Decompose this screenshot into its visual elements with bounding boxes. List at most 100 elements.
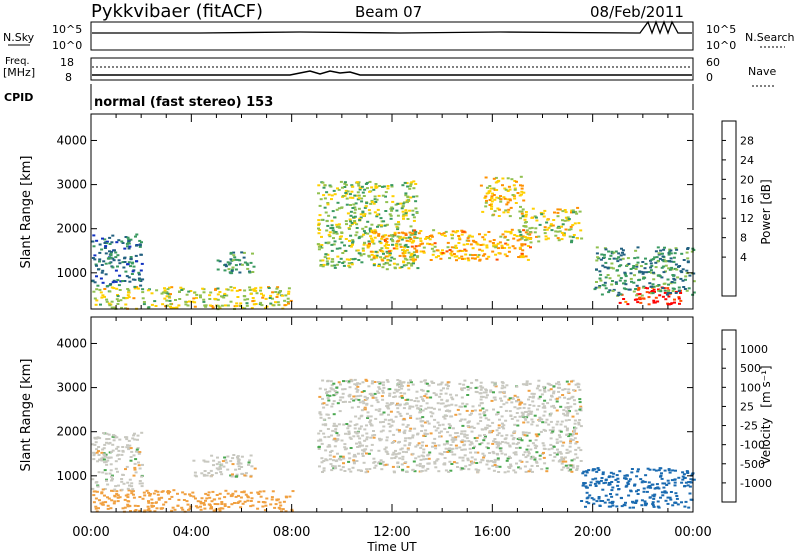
scatter-cell-1-165 [408,231,412,234]
scatter-cell-5-264 [603,284,607,287]
scatter-cell-0-297 [459,432,463,435]
scatter-cell-8-89 [105,240,109,243]
scatter-cell-0-162 [377,194,381,197]
scatter-cell-0-539 [522,453,525,456]
scatter-cell-2-88 [507,208,511,211]
scatter-cell-0-51 [515,412,519,414]
scatter-cell-2-63 [490,200,494,203]
ytick-label-3: 4000 [56,336,87,350]
scatter-cell-3-76 [130,482,134,485]
scatter-cell-5-126 [612,251,616,254]
scatter-cell-0-808 [557,390,561,393]
scatter-cell-0-1060 [517,398,521,401]
scatter-cell-3-64 [529,238,532,240]
scatter-cell-2-68 [509,206,513,209]
scatter-cell-6-174 [126,294,130,297]
scatter-cell-0-741 [567,435,571,438]
scatter-cell-0-492 [561,458,565,461]
scatter-cell-0-199 [414,445,418,448]
scatter-cell-6-225 [142,301,146,303]
scatter-cell-0-863 [494,441,498,444]
scatter-cell-1-9 [392,247,396,250]
scatter-cell-0-1077 [578,401,582,404]
scatter-cell-1-113 [633,484,636,487]
scatter-cell-0-1325 [422,448,426,451]
scatter-cell-0-751 [343,446,347,449]
scatter-cell-0-531 [567,419,571,421]
scatter-cell-3-52 [116,445,120,448]
scatter-cell-0-630 [536,408,539,411]
scatter-cell-1-193 [681,478,685,481]
scatter-cell-0-972 [532,392,536,395]
scatter-cell-0-959 [454,413,458,416]
scatter-cell-1-121 [640,499,644,502]
scatter-cell-3-85 [564,211,568,214]
scatter-cell-2-85 [115,493,119,495]
scatter-cell-1-98 [625,484,629,487]
scatter-cell-3-142 [113,488,117,491]
scatter-cell-1-210 [509,231,513,233]
scatter-cell-0-686 [549,388,553,391]
scatter-cell-0-416 [322,186,326,189]
scatter-cell-4-21 [645,291,649,294]
scatter-cell-1-80 [473,254,477,256]
scatter-cell-0-331 [421,425,424,428]
scatter-cell-0-1156 [329,451,332,454]
scatter-cell-4-45 [638,297,641,300]
scatter-cell-0-29 [337,207,341,210]
scatter-cell-0-785 [524,411,527,413]
scatter-cell-3-114 [549,223,553,226]
scatter-cell-0-420 [344,220,348,223]
scatter-cell-6-157 [255,292,259,295]
scatter-cell-6-75 [99,291,103,294]
scatter-cell-0-833 [330,434,333,437]
scatter-cell-3-86 [526,237,530,240]
scatter-cell-1-88 [620,505,624,508]
scatter-cell-1-185 [601,473,605,476]
scatter-cell-5-71 [669,257,673,260]
scatter-cell-0-819 [335,432,339,435]
scatter-cell-2-203 [123,498,127,501]
scatter-cell-4-5 [239,462,243,465]
scatter-cell-1-111 [467,239,471,242]
scatter-cell-1-260 [517,229,521,232]
scatter-cell-0-1318 [528,439,532,442]
scatter-cell-0-758 [379,459,383,462]
scatter-cell-3-122 [580,237,584,240]
scatter-cell-0-316 [375,213,379,216]
scatter-cell-0-300 [358,442,362,445]
scatter-cell-0-355 [412,187,416,190]
scatter-cell-0-1271 [460,448,464,451]
scatter-cell-0-511 [497,432,501,435]
scatter-cell-4-33 [674,290,678,293]
scatter-cell-1-79 [440,253,444,256]
scatter-cell-0-674 [326,394,330,397]
scatter-cell-0-89 [340,241,344,244]
scatter-cell-0-879 [467,420,471,423]
scatter-cell-1-156 [499,235,503,238]
scatter-cell-5-182 [652,271,655,274]
scatter-cell-0-491 [533,456,537,459]
scatter-cell-1-101 [636,470,640,473]
scatter-cell-5-197 [667,283,670,286]
scatter-cell-0-627 [498,418,501,421]
scatter-cell-1-20 [467,235,471,238]
scatter-cell-0-135 [333,240,337,243]
scatter-cell-5-59 [666,290,670,292]
scatter-cell-5-225 [636,246,640,249]
scatter-cell-0-455 [353,211,357,214]
scatter-cell-0-867 [376,401,380,404]
scatter-cell-0-515 [557,381,561,384]
scatter-cell-1-189 [403,255,407,258]
scatter-cell-1-189 [667,482,671,485]
scatter-cell-3-39 [128,478,132,481]
scatter-cell-1-114 [634,500,638,503]
scatter-cell-1-43 [413,236,417,239]
scatter-cell-5-154 [633,274,636,277]
scatter-cell-0-408 [452,439,456,442]
scatter-cell-5-27 [666,291,670,294]
scatter-cell-0-268 [325,403,329,406]
scatter-cell-2-59 [129,510,132,512]
scatter-cell-1-252 [393,233,397,236]
scatter-cell-0-1015 [347,380,351,383]
